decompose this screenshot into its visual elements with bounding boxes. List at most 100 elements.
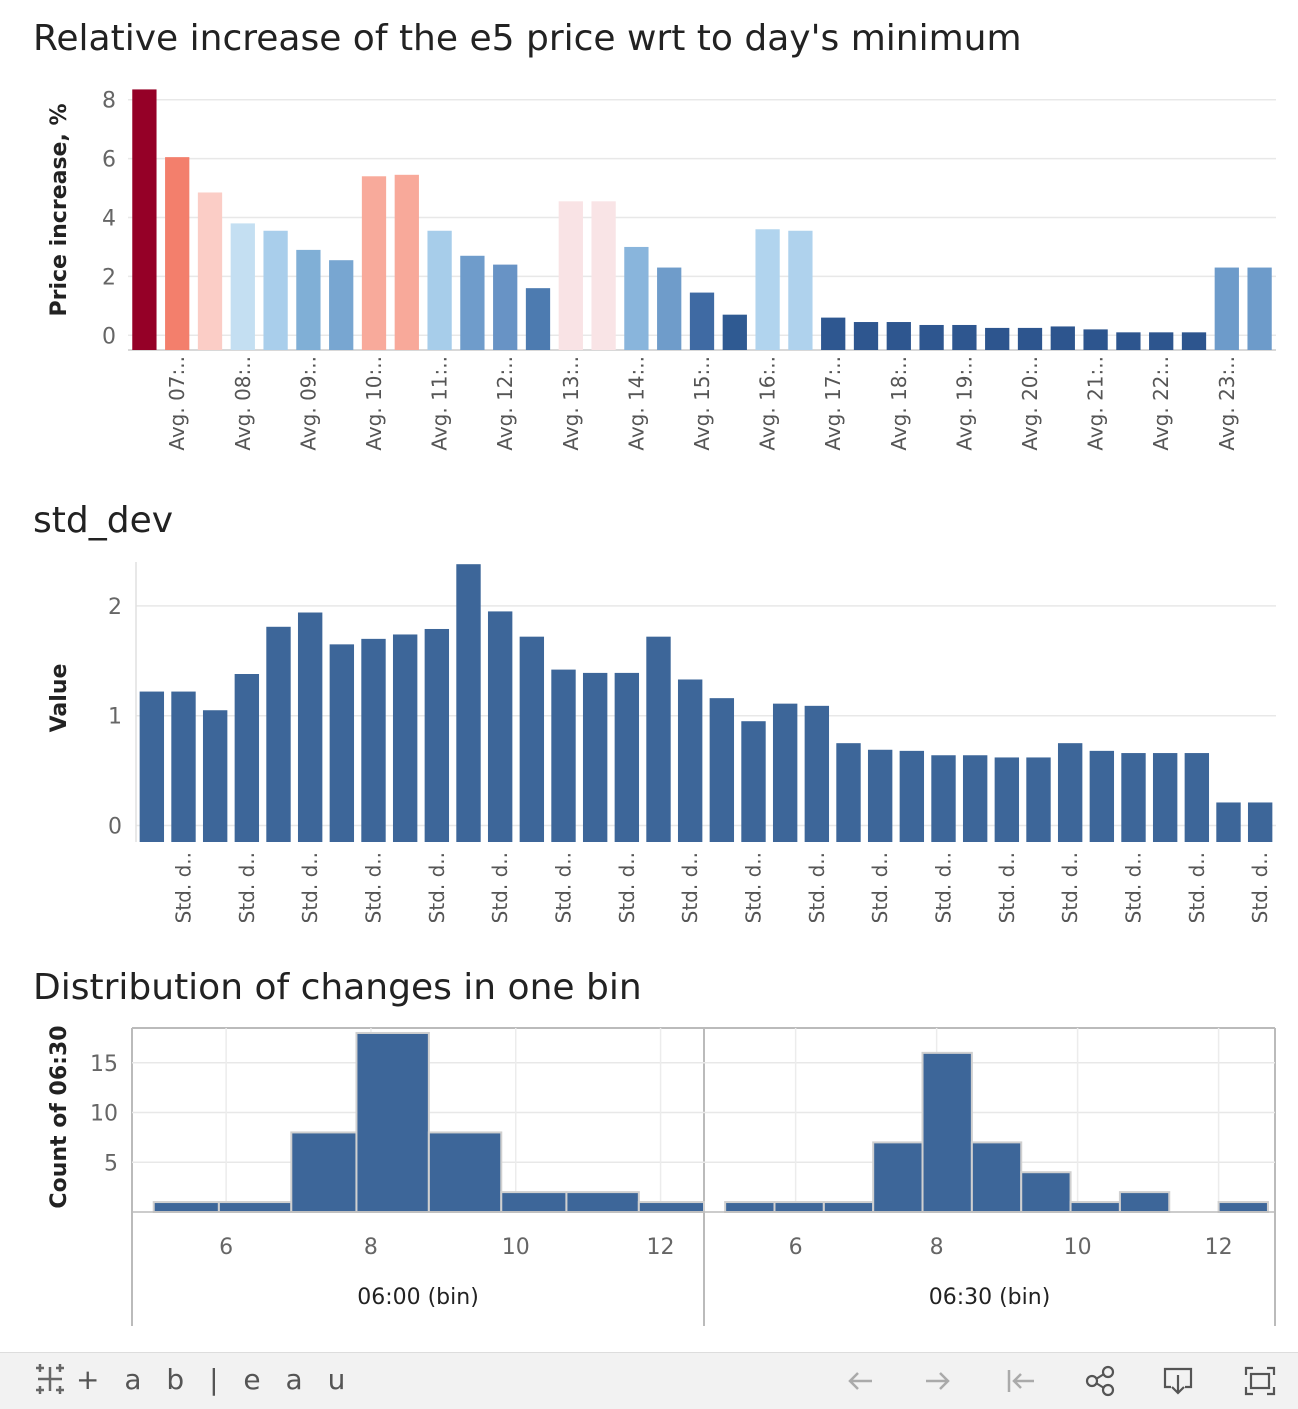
histogram-bar: [1069, 1201, 1121, 1214]
x-tick-label: Std. d..: [172, 852, 196, 923]
redo-icon: [926, 1372, 950, 1390]
bar: [919, 324, 944, 350]
bar: [296, 249, 321, 350]
x-tick-label: Std. d..: [362, 852, 386, 923]
x-tick-label: Avg. 09:..: [296, 356, 320, 451]
bar: [424, 628, 450, 842]
fullscreen-button[interactable]: [1240, 1361, 1280, 1401]
histogram-bar: [822, 1201, 875, 1214]
tableau-logo[interactable]: + a b | e a u: [32, 1361, 353, 1397]
bar: [931, 755, 956, 842]
bar: [263, 230, 288, 350]
y-tick-label: 4: [102, 207, 116, 232]
bar: [1057, 743, 1083, 842]
y-tick-label: 15: [90, 1052, 118, 1077]
fullscreen-icon: [1244, 1366, 1276, 1396]
y-tick-label: 5: [104, 1151, 118, 1176]
bar: [646, 636, 671, 842]
bar: [1017, 327, 1043, 350]
bar: [689, 292, 715, 350]
tableau-mark-icon: [36, 1364, 64, 1394]
x-tick-label: Std. d..: [995, 852, 1019, 923]
bar: [460, 255, 485, 350]
bar: [755, 229, 780, 350]
bar: [853, 322, 879, 350]
bar: [582, 672, 608, 842]
y-tick-label: 0: [102, 324, 116, 349]
x-tick-label: Avg. 08:..: [231, 356, 255, 451]
bar: [1089, 750, 1115, 842]
bar: [624, 246, 649, 350]
y-tick-label: 2: [102, 265, 116, 290]
y-axis-label: Count of 06:30: [47, 1025, 72, 1208]
download-button[interactable]: [1158, 1361, 1198, 1401]
x-tick-label: Avg. 21:..: [1084, 356, 1108, 451]
bar: [202, 710, 228, 842]
download-icon: [1163, 1367, 1193, 1395]
bar: [709, 698, 735, 842]
bar: [132, 89, 157, 351]
x-tick-label: Std. d..: [235, 852, 259, 923]
price-increase-chart[interactable]: 0 2 4 6 8 Avg. 07:.. Avg. 08:.. Avg. 09:.. Avg. …: [0, 0, 1298, 480]
x-tick-label: Std. d..: [552, 852, 576, 923]
bar: [297, 612, 323, 842]
bar: [741, 721, 766, 842]
histogram-bar: [500, 1191, 568, 1214]
bar: [886, 322, 911, 350]
histogram-bar: [970, 1141, 1023, 1214]
redo-button[interactable]: [918, 1361, 958, 1401]
bar: [493, 264, 518, 350]
x-tick-label: Avg. 18:..: [887, 356, 911, 451]
x-tick-label: 12: [647, 1235, 675, 1260]
x-tick-label: Avg. 20:..: [1018, 356, 1042, 451]
y-tick-label: 1: [108, 705, 122, 730]
x-tick-label: Avg. 10:..: [362, 356, 386, 451]
x-tick-label: Std. d..: [1122, 852, 1146, 923]
x-tick-label: 10: [502, 1235, 530, 1260]
chart-title-relative-increase: Relative increase of the e5 price wrt to…: [33, 18, 1022, 59]
histogram-bar: [872, 1141, 924, 1214]
x-tick-label: Std. d..: [488, 852, 512, 923]
bar: [722, 314, 747, 350]
chart-title-std-dev: std_dev: [33, 500, 174, 541]
x-tick-label: Std. d..: [1185, 852, 1209, 923]
bar: [551, 669, 576, 842]
bar: [804, 705, 830, 842]
x-tick-label: 12: [1205, 1235, 1233, 1260]
bar: [329, 644, 355, 842]
bar: [772, 703, 798, 842]
histogram-bar: [427, 1131, 503, 1213]
x-tick-label: 8: [930, 1235, 944, 1260]
undo-button[interactable]: [840, 1361, 880, 1401]
bar: [1083, 329, 1108, 350]
revert-button[interactable]: [1000, 1361, 1040, 1401]
histogram-bar: [1118, 1191, 1171, 1214]
histogram-bar: [1217, 1201, 1269, 1214]
x-tick-label: 8: [364, 1235, 378, 1260]
y-tick-label: 2: [108, 595, 122, 620]
y-tick-label: 0: [108, 815, 122, 840]
chart-title-distribution: Distribution of changes in one bin: [33, 967, 642, 1008]
x-tick-label: Std. d..: [932, 852, 956, 923]
bar: [1214, 267, 1239, 350]
bar: [657, 267, 682, 350]
std-dev-chart[interactable]: 0 1 2 Std. d.. Std. d.. Std. d.. Std. d.. Std. …: [0, 0, 1298, 940]
bar: [1181, 332, 1207, 350]
bar: [591, 201, 616, 350]
x-tick-label: Avg. 22:..: [1149, 356, 1173, 451]
bar: [329, 260, 354, 350]
tableau-toolbar: + a b | e a u: [0, 1352, 1298, 1409]
x-tick-label: Avg. 16:..: [756, 356, 780, 451]
bar: [266, 626, 291, 842]
x-tick-label: Std. d..: [805, 852, 829, 923]
bar: [1216, 802, 1241, 842]
share-button[interactable]: [1080, 1361, 1120, 1401]
x-tick-label: Std. d..: [678, 852, 702, 923]
histogram-bar: [773, 1201, 825, 1214]
bar: [171, 691, 196, 842]
histogram-bar: [921, 1051, 973, 1213]
x-axis-label: 06:30 (bin): [929, 1285, 1051, 1310]
bar: [1149, 332, 1174, 350]
tableau-wordmark: + a b | e a u: [76, 1362, 354, 1396]
